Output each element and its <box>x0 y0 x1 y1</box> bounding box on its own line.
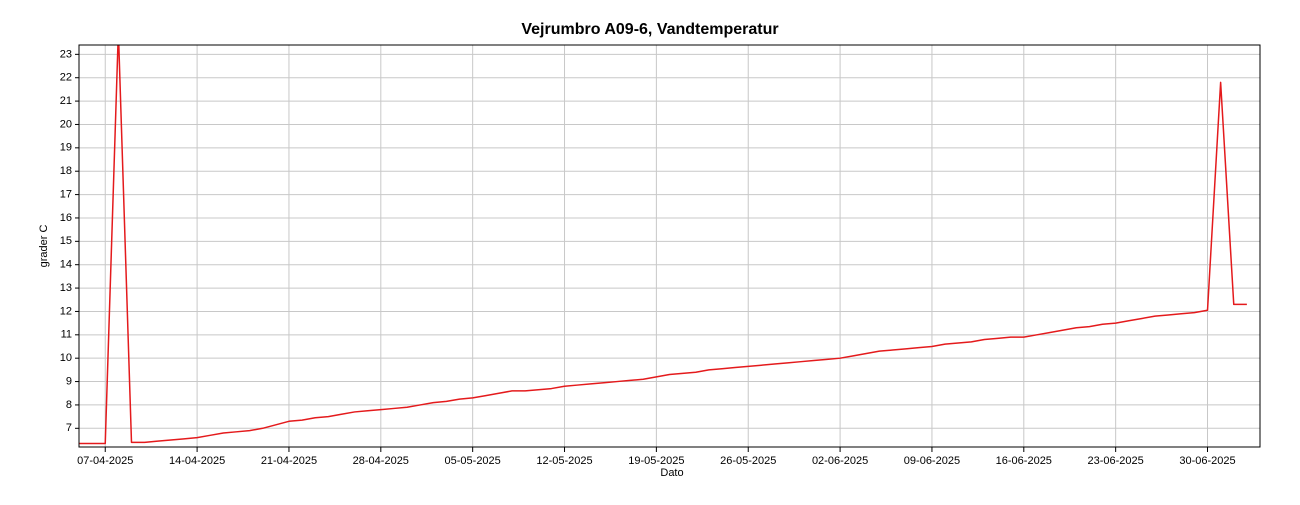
x-tick-label: 30-06-2025 <box>1179 455 1235 467</box>
y-tick-label: 17 <box>60 188 72 200</box>
tick-labels: 7 8 9 10 11 12 13 14 15 16 17 18 19 20 21 22 23 07-04-202… <box>60 48 1236 467</box>
x-tick-label: 14-04-2025 <box>169 455 225 467</box>
plot-border <box>78 44 1261 448</box>
plot-area <box>79 45 1247 445</box>
x-tick-label: 26-05-2025 <box>720 455 776 467</box>
x-tick-label: 23-06-2025 <box>1088 455 1144 467</box>
y-tick-label: 20 <box>60 118 72 130</box>
x-tick-label: 28-04-2025 <box>353 455 409 467</box>
y-tick-label: 19 <box>60 142 72 154</box>
y-tick-label: 16 <box>60 212 72 224</box>
data-line <box>79 45 1247 445</box>
x-tick-label: 21-04-2025 <box>261 455 317 467</box>
y-tick-label: 13 <box>60 282 72 294</box>
y-tick-label: 9 <box>66 375 72 387</box>
x-tick-label: 07-04-2025 <box>77 455 133 467</box>
y-tick-label: 18 <box>60 165 72 177</box>
y-tick-label: 12 <box>60 305 72 317</box>
x-tick-label: 09-06-2025 <box>904 455 960 467</box>
y-tick-label: 7 <box>66 422 72 434</box>
x-tick-label: 05-05-2025 <box>445 455 501 467</box>
y-tick-label: 11 <box>61 329 72 341</box>
x-tick-label: 19-05-2025 <box>628 455 684 467</box>
y-tick-label: 21 <box>60 95 72 107</box>
y-tick-label: 15 <box>60 235 72 247</box>
y-tick-label: 23 <box>60 48 72 60</box>
y-tick-label: 22 <box>60 72 72 84</box>
chart-title: Vejrumbro A09-6, Vandtemperatur <box>521 21 778 38</box>
x-tick-label: 16-06-2025 <box>996 455 1052 467</box>
x-tick-label: 02-06-2025 <box>812 455 868 467</box>
grid <box>79 45 1260 447</box>
y-tick-label: 14 <box>60 259 72 271</box>
x-tick-label: 12-05-2025 <box>536 455 592 467</box>
y-axis-label: grader C <box>38 225 50 268</box>
y-tick-label: 8 <box>66 399 72 411</box>
y-tick-label: 10 <box>60 352 72 364</box>
x-axis-label: Dato <box>660 467 683 479</box>
